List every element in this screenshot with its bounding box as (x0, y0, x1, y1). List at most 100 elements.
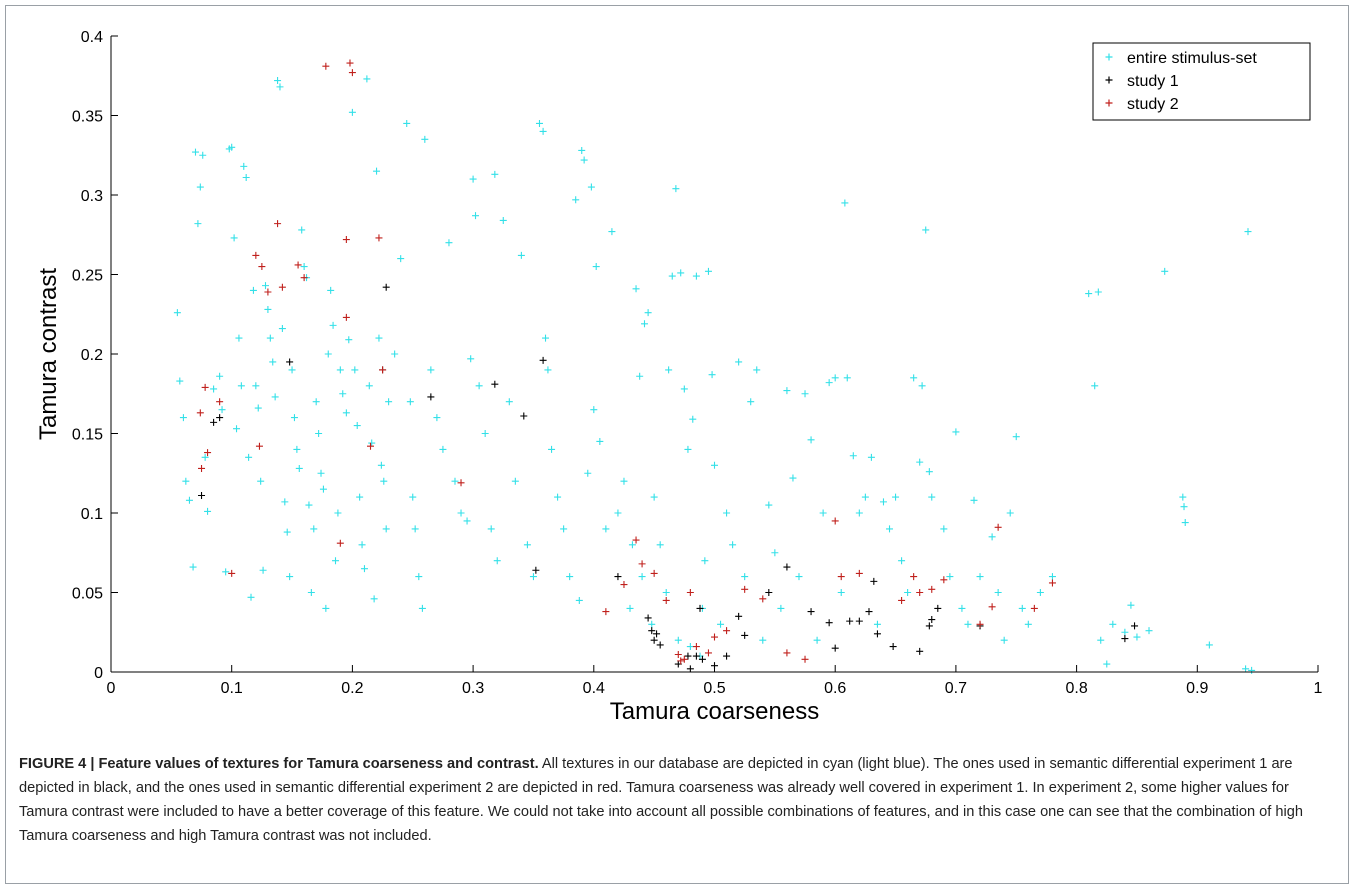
data-point (614, 573, 622, 581)
data-point (636, 372, 644, 380)
data-point (439, 445, 447, 453)
data-point (529, 573, 537, 581)
caption-title: FIGURE 4 | Feature values of textures fo… (19, 756, 539, 772)
data-point (608, 228, 616, 236)
y-tick-label: 0.05 (72, 586, 103, 603)
data-point (783, 563, 791, 571)
data-point (662, 596, 670, 604)
data-point (572, 196, 580, 204)
data-point (339, 390, 347, 398)
data-point (548, 445, 556, 453)
data-point (1121, 628, 1129, 636)
data-point (578, 146, 586, 154)
data-point (544, 366, 552, 374)
data-point (356, 493, 364, 501)
x-tick-label: 0.4 (583, 680, 605, 697)
data-point (644, 309, 652, 317)
data-point (889, 643, 897, 651)
y-tick-label: 0.4 (81, 29, 103, 46)
data-point (235, 334, 243, 342)
data-point (257, 477, 265, 485)
data-point (1145, 627, 1153, 635)
data-point (656, 541, 664, 549)
data-point (964, 620, 972, 628)
data-point (1006, 509, 1014, 517)
data-point (539, 356, 547, 364)
data-point (198, 464, 206, 472)
data-point (493, 557, 501, 565)
data-point (928, 585, 936, 593)
data-point (237, 382, 245, 390)
data-point (342, 236, 350, 244)
data-point (457, 479, 465, 487)
data-point (837, 589, 845, 596)
legend-label: study 1 (1127, 73, 1179, 90)
data-point (677, 657, 685, 665)
data-point (656, 641, 664, 649)
data-point (363, 75, 371, 83)
data-point (457, 509, 465, 517)
data-point (1094, 288, 1102, 296)
data-point (777, 604, 785, 612)
legend: entire stimulus-set study 1 study 2 (1092, 42, 1311, 121)
data-point (539, 127, 547, 135)
data-point (247, 593, 255, 601)
figure-caption: FIGURE 4 | Feature values of textures fo… (19, 752, 1329, 848)
data-point (590, 406, 598, 414)
series-3 (196, 59, 1056, 665)
data-point (345, 336, 353, 344)
data-point (602, 525, 610, 533)
data-point (228, 143, 236, 151)
data-point (336, 366, 344, 374)
data-point (940, 525, 948, 533)
data-point (801, 655, 809, 663)
data-point (1179, 493, 1187, 501)
data-point (674, 636, 682, 644)
data-point (614, 509, 622, 517)
data-point (358, 541, 366, 549)
data-point (240, 162, 248, 170)
data-point (1121, 635, 1129, 643)
data-point (204, 449, 212, 457)
data-point (958, 604, 966, 612)
data-point (560, 525, 568, 533)
data-point (698, 655, 706, 663)
data-point (873, 620, 881, 628)
data-point (783, 649, 791, 657)
legend-marker (1105, 76, 1113, 84)
data-point (1036, 589, 1044, 596)
data-point (411, 525, 419, 533)
ticks: 0 0.1 0.2 0.3 0.4 0.5 0.6 0.7 0.8 0.9 1 0 0.05 0.1 0.1… (72, 29, 1323, 697)
data-point (976, 573, 984, 581)
data-point (898, 557, 906, 565)
data-point (994, 523, 1002, 531)
data-point (380, 477, 388, 485)
data-point (783, 387, 791, 395)
data-point (532, 566, 540, 574)
data-point (596, 437, 604, 445)
data-point (692, 272, 700, 280)
data-point (686, 665, 694, 673)
data-point (650, 636, 658, 644)
y-tick-label: 0.1 (81, 506, 103, 523)
data-point (278, 325, 286, 333)
data-point (342, 313, 350, 321)
data-point (704, 267, 712, 275)
data-point (342, 409, 350, 417)
data-point (970, 496, 978, 504)
data-point (701, 557, 709, 565)
data-point (650, 569, 658, 577)
data-point (566, 573, 574, 581)
data-point (831, 374, 839, 382)
data-point (433, 414, 441, 422)
data-point (925, 468, 933, 476)
data-point (1205, 641, 1213, 649)
x-tick-label: 0.8 (1065, 680, 1087, 697)
data-point (807, 608, 815, 616)
data-point (252, 251, 260, 259)
data-point (269, 358, 277, 366)
data-point (264, 288, 272, 296)
data-point (904, 589, 912, 596)
data-point (1048, 579, 1056, 587)
data-point (928, 616, 936, 624)
